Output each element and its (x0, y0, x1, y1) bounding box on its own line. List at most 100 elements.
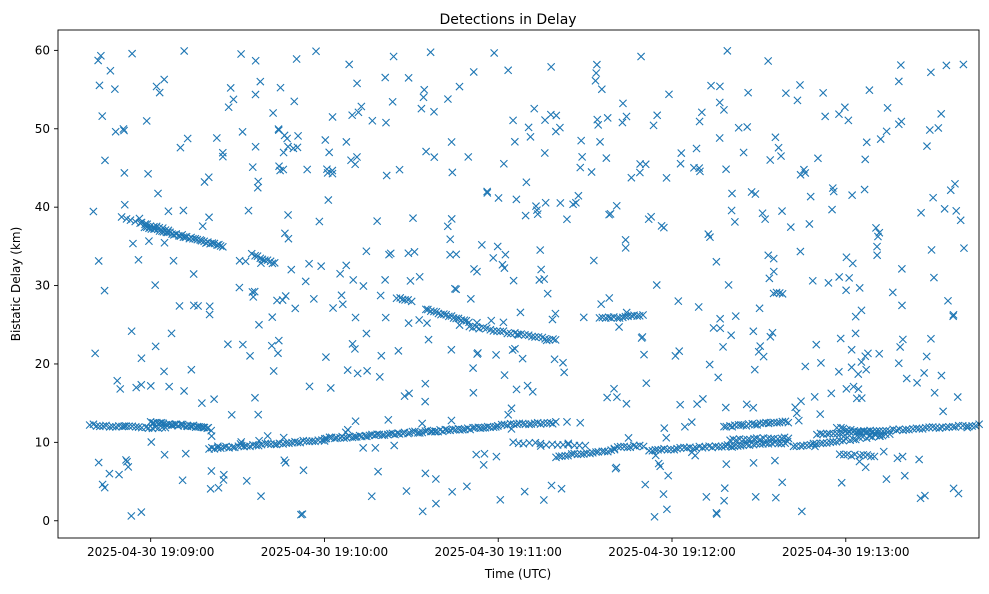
detection-point (349, 275, 358, 284)
detection-point (712, 257, 721, 266)
detection-point (521, 420, 530, 429)
detection-point (766, 155, 775, 164)
detection-point (749, 458, 758, 467)
data-points (85, 46, 984, 521)
detection-point (597, 300, 606, 309)
detection-point (155, 88, 164, 97)
detection-point (716, 314, 725, 323)
detection-point (744, 88, 753, 97)
detection-point (420, 85, 429, 94)
detection-point (394, 346, 403, 355)
detection-point (142, 116, 151, 125)
detection-point (350, 433, 359, 442)
detection-point (169, 256, 178, 265)
detection-point (730, 217, 739, 226)
detection-point (659, 490, 668, 499)
detection-point (510, 137, 519, 146)
detection-point (400, 392, 409, 401)
detection-point (612, 201, 621, 210)
detection-point (793, 96, 802, 105)
detection-point (730, 442, 739, 451)
detection-point (254, 177, 263, 186)
detection-point (548, 315, 557, 324)
detection-point (522, 178, 531, 187)
detection-point (504, 66, 513, 75)
detection-point (169, 230, 178, 239)
detection-point (705, 360, 714, 369)
detection-point (767, 434, 776, 443)
detection-point (392, 294, 401, 303)
detection-point (340, 434, 349, 443)
detection-point (404, 319, 413, 328)
x-axis: 2025-04-30 19:09:00 2025-04-30 19:10:00 20… (87, 538, 910, 559)
detection-point (934, 123, 943, 132)
detection-point (328, 169, 337, 178)
detection-point (635, 168, 644, 177)
detection-point (786, 223, 795, 232)
detection-point (591, 76, 600, 85)
detection-point (587, 168, 596, 177)
detection-point (279, 148, 288, 157)
detection-point (715, 98, 724, 107)
y-tick-label: 0 (42, 514, 50, 528)
detection-point (751, 420, 759, 429)
detection-point (152, 82, 161, 91)
detection-point (417, 104, 426, 113)
y-tick-label: 10 (35, 435, 50, 449)
detection-point (561, 451, 570, 460)
detection-point (280, 229, 289, 238)
detection-point (207, 426, 216, 435)
detection-point (181, 449, 190, 458)
detection-point (836, 334, 845, 343)
detection-point (389, 52, 398, 61)
detection-point (638, 332, 647, 341)
detection-point (350, 344, 359, 353)
detection-point (418, 419, 427, 428)
detection-point (812, 340, 821, 349)
detection-point (119, 125, 128, 133)
detection-point (849, 435, 858, 444)
detection-point (458, 425, 467, 434)
detection-point (551, 127, 560, 136)
detection-point (823, 430, 832, 439)
detection-point (274, 336, 283, 345)
detection-point (426, 48, 435, 57)
detection-point (950, 179, 959, 188)
detection-point (618, 99, 627, 108)
detection-point (469, 364, 478, 373)
detection-point (761, 438, 770, 447)
detection-point (492, 350, 501, 359)
detection-point (267, 341, 276, 350)
detection-point (137, 380, 146, 389)
detection-point (523, 381, 532, 390)
detection-point (575, 441, 584, 450)
detection-point (197, 423, 206, 431)
detection-point (210, 395, 219, 404)
detection-point (208, 239, 217, 248)
detection-point (819, 439, 828, 448)
detection-point (940, 204, 949, 213)
detection-point (716, 324, 725, 333)
detection-point (603, 393, 612, 402)
detection-point (876, 432, 884, 441)
detection-point (293, 438, 302, 447)
detection-point (415, 316, 424, 325)
detection-point (805, 219, 814, 228)
detection-point (499, 318, 508, 327)
detection-point (248, 163, 257, 172)
detection-point (963, 423, 972, 432)
detection-point (123, 457, 132, 466)
detection-point (925, 126, 934, 135)
detection-point (547, 481, 556, 490)
detection-point (381, 73, 390, 82)
detection-point (828, 205, 837, 214)
detection-point (528, 387, 537, 396)
detection-point (695, 164, 704, 173)
detection-point (875, 228, 884, 237)
detection-point (778, 289, 787, 298)
detection-point (273, 349, 282, 358)
detection-point (518, 354, 527, 363)
detection-point (167, 329, 176, 338)
detection-point (431, 475, 440, 483)
detection-point (835, 436, 844, 445)
